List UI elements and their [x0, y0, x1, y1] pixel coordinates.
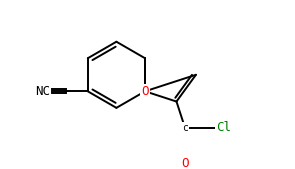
Text: O: O [141, 85, 149, 98]
Text: c: c [182, 123, 188, 133]
Text: Cl: Cl [217, 121, 232, 134]
Text: NC: NC [35, 85, 50, 98]
Text: O: O [181, 157, 189, 169]
